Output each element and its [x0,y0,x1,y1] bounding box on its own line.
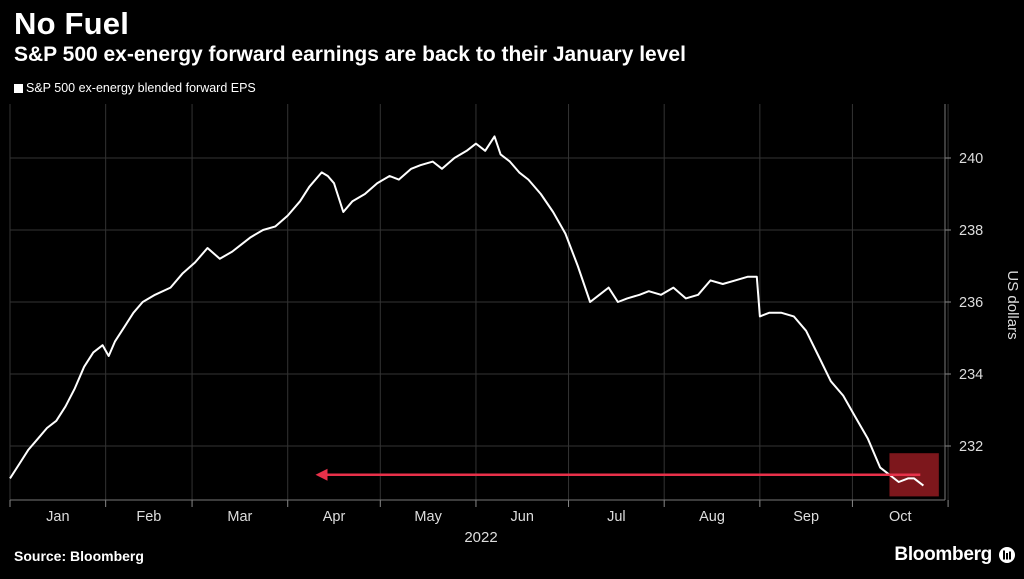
x-tick-label: May [414,509,442,525]
bloomberg-logo: Bloomberg [894,544,992,565]
grid-layer [9,104,949,500]
x-axis-year-label: 2022 [464,529,497,546]
x-tick-label: Jun [511,509,534,525]
x-tick-label: Aug [699,509,725,525]
arrow-head [315,468,328,481]
y-tick-label: 232 [959,439,983,455]
y-tick-label: 236 [959,295,983,311]
legend: S&P 500 ex-energy blended forward EPS [14,81,256,95]
x-tick-label: Oct [889,509,912,525]
source-note: Source: Bloomberg [14,548,144,564]
y-tick-label: 240 [959,151,983,167]
y-axis-label: US dollars [1004,270,1021,339]
bloomberg-mark-icon [999,547,1015,563]
axis-layer: 232 234 236 238 240 Jan Feb Mar Apr May Jun Jul Aug S… [9,104,983,525]
x-tick-label: Jan [46,509,69,525]
x-tick-label: Apr [323,509,346,525]
legend-swatch [14,83,23,93]
legend-label: S&P 500 ex-energy blended forward EPS [26,81,256,95]
chart-subtitle: S&P 500 ex-energy forward earnings are b… [14,43,686,66]
x-tick-label: Feb [136,509,161,525]
x-tick-label: Mar [227,509,252,525]
chart-title: No Fuel [14,6,130,41]
arrow-layer [315,468,921,481]
x-tick-label: Sep [793,509,819,525]
y-tick-label: 234 [959,367,983,383]
series-line [9,135,925,487]
series-layer [9,135,925,487]
y-tick-label: 238 [959,223,983,239]
x-tick-label: Jul [607,509,626,525]
